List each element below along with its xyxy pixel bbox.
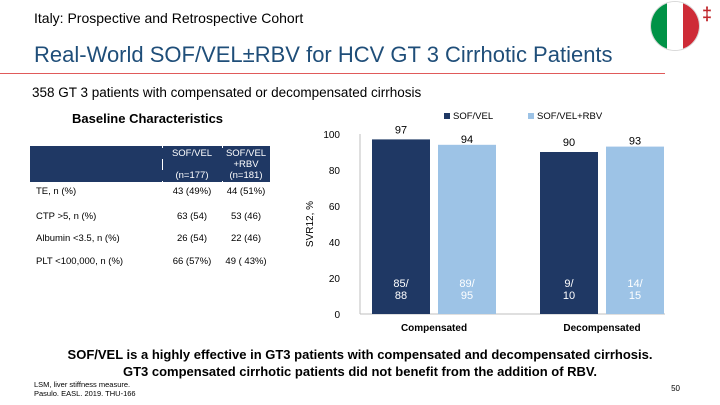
footnote-line-1: LSM, liver stiffness measure. [34,380,131,389]
y-tick-label: 100 [323,130,340,141]
bar-count-label: 88 [395,290,407,302]
col1-header: SOF/VEL [162,148,222,159]
row-value-a: 26 (54) [176,233,208,244]
bar-count-label: 14/ [627,278,643,290]
col2-line1: SOF/VEL [225,148,267,159]
bar-sof-vel-1 [540,152,598,314]
row-label: TE, n (%) [36,186,77,197]
bar-count-label: 95 [461,290,473,302]
bar-count-label: 15 [629,290,641,302]
summary-line-1: SOF/VEL is a highly effective in GT3 pat… [67,347,653,362]
table-title: Baseline Characteristics [72,111,224,126]
bar-value-label: 94 [461,134,473,146]
row-value-a: 66 (57%) [172,256,212,267]
slide-title: Real-World SOF/VEL±RBV for HCV GT 3 Cirr… [34,42,613,67]
bar-sof-vel-0 [372,139,430,314]
footnote-line-2: Pasulo. EASL. 2019. THU-166 [34,389,136,398]
row-value-a: 43 (49%) [172,186,212,197]
table-header-divider [162,146,163,182]
y-axis-label: SVR12, % [305,201,316,247]
legend-swatch [528,113,534,119]
page-number: 50 [671,384,680,393]
col1-n: (n=177) [162,170,222,181]
y-tick-label: 40 [329,238,341,249]
row-label: CTP >5, n (%) [36,211,97,222]
summary-line-2: GT3 compensated cirrhotic patients did n… [122,364,598,379]
bar-count-label: 10 [563,290,575,302]
row-value-b: 49 ( 43%) [225,256,267,267]
y-tick-label: 20 [329,274,341,285]
bar-sof-vel-rbv-0 [438,144,496,314]
x-category-label: Compensated [401,323,467,334]
supertitle: Italy: Prospective and Retrospective Coh… [34,10,304,26]
row-label: PLT <100,000, n (%) [36,256,124,267]
italy-flag-icon [651,2,699,50]
row-value-a: 63 (54) [176,211,208,222]
dagger-mark: ‡ [701,4,712,24]
flag-stripe-red [683,2,699,50]
flag-stripe-white [667,2,683,50]
footnote: LSM, liver stiffness measure. Pasulo. EA… [34,380,136,398]
row-value-b: 22 (46) [230,233,262,244]
legend-label: SOF/VEL+RBV [537,111,603,122]
row-value-b: 53 (46) [230,211,262,222]
y-tick-label: 0 [334,310,340,321]
row-label: Albumin <3.5, n (%) [36,233,120,244]
flag-stripe-green [651,2,667,50]
bar-value-label: 90 [563,137,575,149]
bar-count-label: 85/ [393,278,409,290]
col2-header: SOF/VEL +RBV (n=181) [222,148,270,181]
bar-count-label: 89/ [459,278,475,290]
title-divider [0,73,665,74]
subtitle: 358 GT 3 patients with compensated or de… [32,85,422,100]
x-category-label: Decompensated [563,323,640,334]
bar-value-label: 93 [629,136,641,148]
col1-name: SOF/VEL [171,148,213,159]
col2-n: (n=181) [229,170,263,181]
bar-value-label: 97 [395,124,407,136]
y-tick-label: 80 [329,166,341,177]
bar-sof-vel-rbv-1 [606,146,664,314]
bar-count-label: 9/ [564,278,574,290]
col2-line2: +RBV [233,159,259,170]
legend-label: SOF/VEL [453,111,493,122]
legend-swatch [444,113,450,119]
y-tick-label: 60 [329,202,341,213]
summary-text: SOF/VEL is a highly effective in GT3 pat… [0,346,720,380]
row-value-b: 44 (51%) [226,186,266,197]
